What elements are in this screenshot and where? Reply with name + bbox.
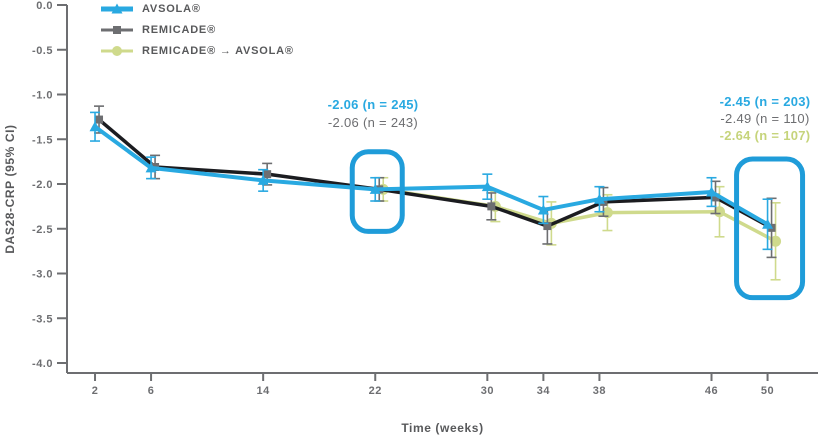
legend-item-remicade: REMICADE® [100, 23, 294, 37]
data-point [762, 218, 774, 229]
x-tick-label: 38 [593, 385, 606, 397]
data-point [369, 183, 381, 194]
legend-swatch [101, 46, 133, 56]
x-tick-label: 34 [537, 385, 551, 397]
data-point [487, 202, 496, 211]
y-tick-label: -3.5 [32, 313, 53, 325]
x-axis-title: Time (weeks) [401, 421, 483, 435]
series-2 [377, 176, 782, 281]
legend-item-remicade-to-avsola: REMICADE® → AVSOLA® [100, 44, 294, 58]
data-point [257, 174, 269, 185]
y-tick-label: -3.0 [32, 269, 53, 281]
x-tick-label: 14 [257, 385, 271, 397]
data-point [263, 170, 272, 179]
data-point [89, 121, 101, 132]
y-tick-label: -1.5 [32, 134, 53, 146]
series-1 [94, 105, 777, 259]
y-tick-label: -2.0 [32, 179, 53, 191]
remicade-to-avsola-line-marker-icon [100, 44, 134, 58]
series-line [93, 124, 770, 227]
legend-swatch [101, 26, 133, 34]
legend: AVSOLA® REMICADE® REMICADE® → AVSOLA® [100, 2, 294, 58]
data-point [145, 162, 157, 173]
data-point [95, 115, 104, 124]
data-point [601, 207, 613, 219]
y-tick-label: -1.0 [32, 90, 53, 102]
data-point [714, 206, 726, 218]
data-point [481, 181, 493, 192]
data-point [537, 204, 549, 215]
y-tick-label: -0.5 [32, 45, 53, 57]
x-tick-label: 6 [148, 385, 155, 397]
data-point [770, 235, 782, 247]
data-point [543, 222, 552, 231]
legend-swatch [101, 3, 133, 14]
series-0 [89, 111, 774, 251]
highlight-box-week22 [349, 149, 405, 234]
x-tick-label: 22 [369, 385, 382, 397]
data-point [711, 193, 720, 202]
legend-label-remicade: REMICADE® [142, 24, 216, 36]
legend-label-remicade-to-avsola: REMICADE® → AVSOLA® [142, 45, 294, 57]
data-point [706, 186, 718, 197]
avsola-line-marker-icon [100, 2, 134, 16]
x-tick-label: 2 [92, 385, 99, 397]
y-axis-title: DAS28-CRP (95% CI) [3, 124, 17, 253]
remicade-line-marker-icon [100, 23, 134, 37]
legend-label-avsola: AVSOLA® [142, 3, 201, 15]
legend-item-avsola: AVSOLA® [100, 2, 294, 16]
y-tick-label: -2.5 [32, 224, 53, 236]
x-tick-label: 46 [705, 385, 718, 397]
data-point [593, 193, 605, 204]
x-tick-label: 50 [761, 385, 774, 397]
highlight-box-week50 [734, 156, 806, 301]
y-tick-label: -4.0 [32, 358, 53, 370]
axes: 0.0-0.5-1.0-1.5-2.0-2.5-3.0-3.5-4.02 6 14 2… [32, 0, 818, 397]
y-tick-label: 0.0 [36, 0, 53, 12]
x-tick-label: 30 [481, 385, 494, 397]
